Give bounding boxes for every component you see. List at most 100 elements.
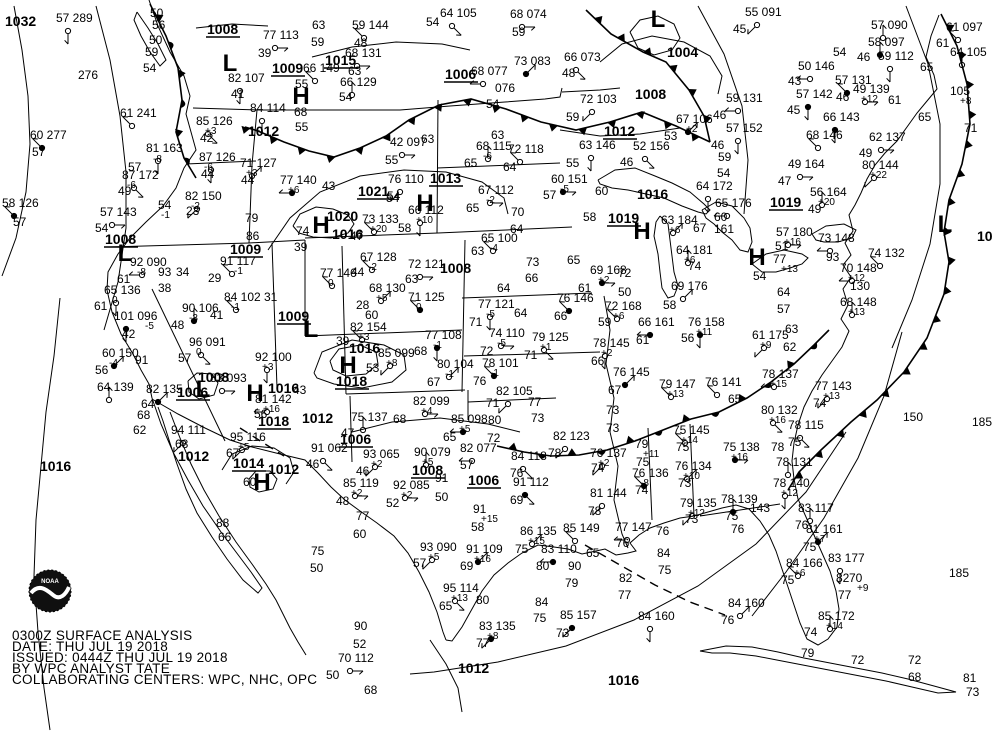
station-plot: 52 (386, 496, 400, 510)
station-plot: 87 172 (122, 168, 159, 198)
svg-text:64: 64 (777, 285, 791, 299)
svg-text:67: 67 (693, 221, 707, 235)
svg-text:59: 59 (311, 35, 325, 49)
isobar-label: 1006 (339, 431, 373, 448)
svg-text:64: 64 (497, 281, 511, 295)
svg-text:46: 46 (836, 90, 850, 104)
pressure-tendency: +9 (857, 583, 869, 594)
svg-text:68 146: 68 146 (806, 128, 843, 142)
station-plot: 66 073 (564, 50, 601, 80)
station-plot: 39 (294, 240, 308, 254)
station-plot: 84 118 (511, 449, 547, 479)
station-plot: 61 (936, 36, 950, 50)
svg-text:44: 44 (201, 167, 215, 181)
station-plot: 72 (851, 653, 865, 667)
svg-text:1012: 1012 (302, 410, 333, 426)
station-plot: 77 (838, 588, 852, 602)
svg-text:64 172: 64 172 (696, 179, 733, 193)
svg-text:54: 54 (486, 97, 500, 111)
svg-text:66 129: 66 129 (340, 75, 377, 89)
svg-text:64 105: 64 105 (950, 45, 987, 59)
svg-text:84 102: 84 102 (224, 290, 261, 304)
svg-text:72: 72 (618, 266, 632, 280)
station-plot: 90 106 (182, 301, 219, 325)
svg-text:90 079: 90 079 (414, 445, 451, 459)
svg-text:48: 48 (562, 66, 576, 80)
svg-text:77 146: 77 146 (320, 266, 357, 280)
station-plot: 72 (618, 266, 632, 280)
station-plot: 74 (688, 259, 702, 273)
svg-text:68 131: 68 131 (345, 46, 382, 60)
svg-text:75: 75 (781, 573, 795, 587)
high-pressure-center: H (312, 212, 329, 239)
svg-text:75 137: 75 137 (351, 410, 388, 424)
analysis-centers: COLLABORATING CENTERS: WPC, NHC, OPC (12, 672, 317, 687)
pressure-tendency: +16 (731, 452, 748, 463)
station-plot: 77 146 (320, 266, 357, 290)
station-plot: 61 (94, 299, 108, 313)
station-plot: 42 (122, 327, 136, 341)
svg-text:86 135: 86 135 (520, 524, 557, 538)
station-plot: 47 (350, 229, 364, 243)
station-plot: 101 096 (114, 309, 158, 343)
pressure-tendency: -5 (486, 309, 495, 320)
station-plot: 55 (566, 156, 580, 170)
svg-text:1016: 1016 (637, 186, 668, 202)
station-plot: 74 132 (868, 246, 905, 270)
svg-text:77 147: 77 147 (615, 520, 652, 534)
station-plot: 61 (636, 333, 650, 347)
svg-text:1012: 1012 (178, 448, 209, 464)
station-plot: 74 (813, 396, 827, 410)
isobar-label: 1014 (232, 455, 266, 472)
station-plot: 46 (836, 90, 850, 104)
pressure-tendency: +16 (769, 415, 786, 426)
station-plot: 54 (486, 97, 500, 111)
station-plot: 91 (473, 502, 487, 516)
station-plot: 57 180 (776, 225, 813, 249)
station-plot: 76 141 (705, 375, 742, 399)
station-plot: 65 (918, 110, 932, 124)
station-plot: 76 (656, 524, 670, 538)
isobar-label: 1009 (977, 228, 992, 244)
pressure-tendency: -8 (153, 154, 162, 165)
svg-text:49: 49 (808, 202, 822, 216)
svg-text:54: 54 (426, 15, 440, 29)
pressure-tendency: +3 (262, 362, 274, 373)
cold-front (241, 98, 711, 164)
station-plot: 60 277 (30, 128, 67, 152)
station-plot: 46 (857, 50, 871, 64)
station-plot: 63 (312, 18, 326, 32)
isobar-label: 1008 (440, 260, 471, 276)
svg-text:92 100: 92 100 (255, 350, 292, 364)
station-plot: 74 (296, 224, 310, 238)
analysis-issued: ISSUED: 0444Z THU JUL 19 2018 (12, 650, 228, 665)
station-plot: 65 136 (104, 283, 141, 317)
pressure-tendency: +13 (451, 593, 468, 604)
low-pressure-center: L (651, 6, 666, 33)
pressure-tendency: +13 (823, 391, 840, 402)
svg-text:70: 70 (849, 571, 863, 585)
station-plot: 67 128 (360, 250, 397, 274)
svg-text:79 147: 79 147 (659, 377, 696, 391)
pressure-tendency: -8 (137, 267, 146, 278)
svg-text:1018: 1018 (336, 373, 367, 389)
isobar-label: 1019 (607, 210, 641, 227)
pressure-tendency: +12 (781, 488, 798, 499)
station-plot: 72 103 (580, 92, 617, 122)
svg-text:67 128: 67 128 (360, 250, 397, 264)
svg-text:67 106: 67 106 (676, 112, 713, 126)
pressure-tendency: 0 (328, 278, 334, 289)
svg-text:57 143: 57 143 (100, 205, 137, 219)
station-plot: 81 144 (590, 486, 627, 516)
station-plot: 38 (158, 281, 172, 295)
pressure-tendency: -2 (191, 201, 200, 212)
station-plot: 75 (781, 573, 795, 587)
station-plot: 67 (427, 375, 441, 389)
station-plot: 78 131 (776, 455, 813, 479)
svg-text:76 137: 76 137 (590, 446, 627, 460)
station-plot: 57 (543, 188, 557, 202)
station-plot: 53 (366, 361, 380, 375)
station-plot: 79 125 (532, 330, 569, 360)
station-plot: 56 (152, 18, 166, 32)
svg-text:61: 61 (117, 272, 131, 286)
